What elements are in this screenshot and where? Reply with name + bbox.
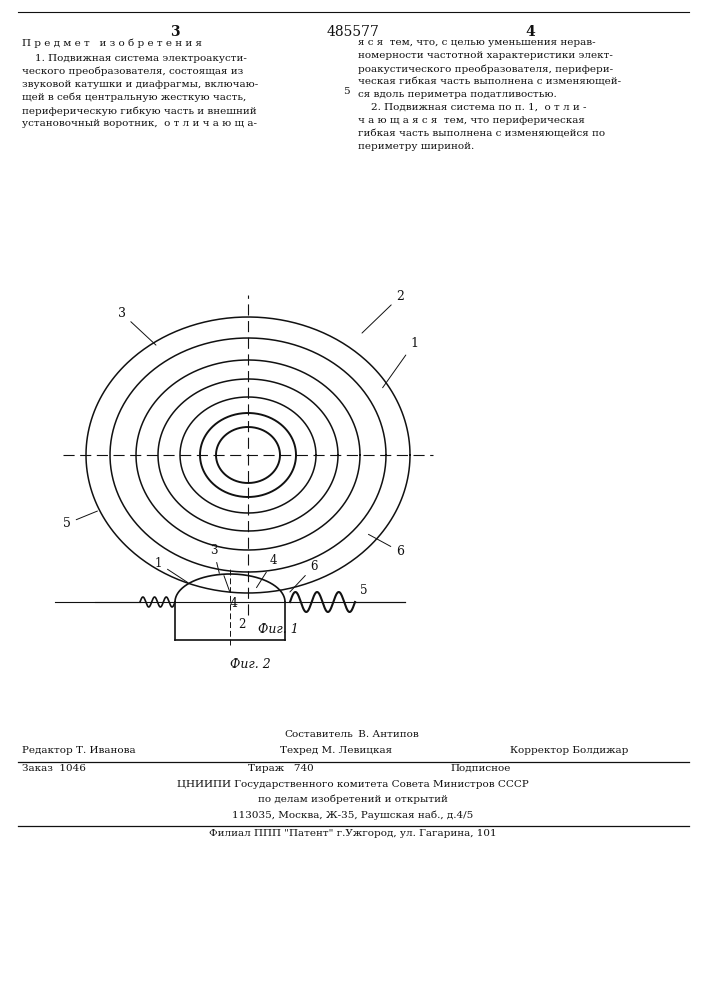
Text: периферическую гибкую часть и внешний: периферическую гибкую часть и внешний bbox=[22, 106, 257, 115]
Text: установочный воротник,  о т л и ч а ю щ а-: установочный воротник, о т л и ч а ю щ а… bbox=[22, 119, 257, 128]
Text: щей в себя центральную жесткую часть,: щей в себя центральную жесткую часть, bbox=[22, 93, 246, 103]
Text: 4: 4 bbox=[224, 576, 238, 610]
Text: 5: 5 bbox=[344, 87, 350, 96]
Text: 1: 1 bbox=[382, 337, 418, 388]
Text: 4: 4 bbox=[257, 554, 278, 588]
Text: гибкая часть выполнена с изменяющейся по: гибкая часть выполнена с изменяющейся по bbox=[358, 129, 605, 138]
Text: 5: 5 bbox=[360, 584, 368, 597]
Text: номерности частотной характеристики элект-: номерности частотной характеристики элек… bbox=[358, 51, 613, 60]
Text: 6: 6 bbox=[290, 560, 317, 592]
Text: ч а ю щ а я с я  тем, что периферическая: ч а ю щ а я с я тем, что периферическая bbox=[358, 116, 585, 125]
Text: В. Антипов: В. Антипов bbox=[355, 730, 419, 739]
Text: 2: 2 bbox=[362, 290, 404, 333]
Text: Фиг. 2: Фиг. 2 bbox=[230, 658, 270, 671]
Text: П р е д м е т   и з о б р е т е н и я: П р е д м е т и з о б р е т е н и я bbox=[22, 38, 202, 47]
Text: Филиал ППП "Патент" г.Ужгород, ул. Гагарина, 101: Филиал ППП "Патент" г.Ужгород, ул. Гагар… bbox=[209, 829, 497, 838]
Text: Редактор Т. Иванова: Редактор Т. Иванова bbox=[22, 746, 136, 755]
Text: ческая гибкая часть выполнена с изменяющей-: ческая гибкая часть выполнена с изменяющ… bbox=[358, 77, 621, 86]
Text: Составитель: Составитель bbox=[284, 730, 353, 739]
Text: звуковой катушки и диафрагмы, включаю-: звуковой катушки и диафрагмы, включаю- bbox=[22, 80, 258, 89]
Text: периметру шириной.: периметру шириной. bbox=[358, 142, 474, 151]
Text: я с я  тем, что, с целью уменьшения нерав-: я с я тем, что, с целью уменьшения нерав… bbox=[358, 38, 595, 47]
Text: 4: 4 bbox=[525, 25, 535, 39]
Text: Фиг. 1: Фиг. 1 bbox=[257, 623, 298, 636]
Text: Заказ  1046: Заказ 1046 bbox=[22, 764, 86, 773]
Text: 3: 3 bbox=[170, 25, 180, 39]
Text: 1. Подвижная система электроакусти-: 1. Подвижная система электроакусти- bbox=[22, 54, 247, 63]
Text: Корректор Болдижар: Корректор Болдижар bbox=[510, 746, 629, 755]
Text: 1: 1 bbox=[155, 557, 187, 582]
Text: 2. Подвижная система по п. 1,  о т л и -: 2. Подвижная система по п. 1, о т л и - bbox=[358, 103, 587, 112]
Text: ческого преобразователя, состоящая из: ческого преобразователя, состоящая из bbox=[22, 67, 243, 77]
Text: ЦНИИПИ Государственного комитета Совета Министров СССР: ЦНИИПИ Государственного комитета Совета … bbox=[177, 780, 529, 789]
Text: по делам изобретений и открытий: по делам изобретений и открытий bbox=[258, 794, 448, 804]
Text: 5: 5 bbox=[63, 511, 98, 530]
Text: ся вдоль периметра податливостью.: ся вдоль периметра податливостью. bbox=[358, 90, 556, 99]
Text: 6: 6 bbox=[368, 534, 404, 558]
Text: Техред М. Левицкая: Техред М. Левицкая bbox=[280, 746, 392, 755]
Text: 485577: 485577 bbox=[327, 25, 380, 39]
Text: роакустического преобразователя, перифери-: роакустического преобразователя, перифер… bbox=[358, 64, 613, 74]
Text: 3: 3 bbox=[118, 307, 156, 345]
Text: Подписное: Подписное bbox=[450, 764, 510, 773]
Text: 3: 3 bbox=[210, 544, 219, 573]
Text: 113035, Москва, Ж-35, Раушская наб., д.4/5: 113035, Москва, Ж-35, Раушская наб., д.4… bbox=[233, 810, 474, 820]
Text: 2: 2 bbox=[238, 618, 245, 631]
Text: Тираж   740: Тираж 740 bbox=[248, 764, 314, 773]
